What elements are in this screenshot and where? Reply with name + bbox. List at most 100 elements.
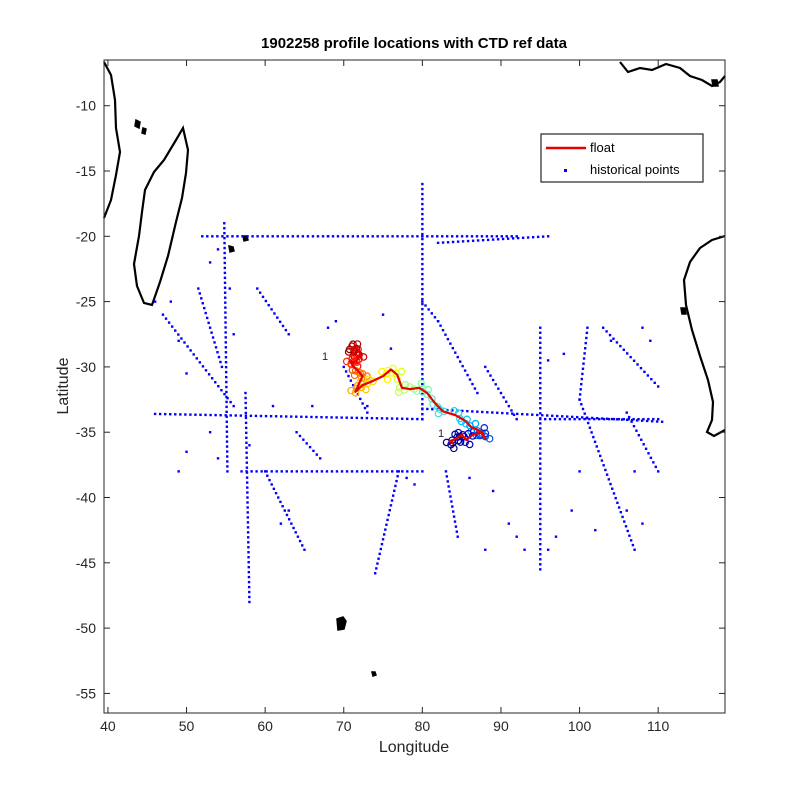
historical-point bbox=[226, 455, 229, 458]
historical-point bbox=[496, 411, 499, 414]
historical-point bbox=[224, 351, 228, 354]
historical-point bbox=[249, 414, 253, 417]
historical-point bbox=[626, 529, 629, 533]
historical-point bbox=[539, 568, 542, 571]
historical-point bbox=[433, 316, 437, 319]
x-tick-label: 90 bbox=[493, 718, 509, 734]
historical-point bbox=[635, 419, 639, 422]
asia-islet bbox=[711, 79, 719, 87]
historical-point bbox=[445, 475, 449, 478]
historical-point bbox=[471, 410, 474, 413]
historical-point bbox=[199, 413, 202, 417]
historical-point bbox=[586, 421, 590, 425]
historical-point bbox=[511, 237, 515, 240]
historical-point bbox=[201, 302, 204, 305]
historical-point bbox=[153, 412, 157, 416]
historical-point bbox=[445, 235, 449, 238]
historical-point bbox=[612, 417, 616, 421]
historical-point bbox=[539, 331, 542, 334]
legend-float-label: float bbox=[590, 140, 615, 155]
historical-point bbox=[411, 470, 414, 473]
historical-point bbox=[204, 413, 207, 417]
historical-point bbox=[295, 470, 299, 473]
historical-point bbox=[539, 492, 542, 496]
historical-point bbox=[521, 236, 525, 239]
historical-point bbox=[206, 235, 209, 238]
historical-point bbox=[416, 235, 419, 238]
historical-point bbox=[245, 476, 249, 479]
historical-point bbox=[460, 235, 464, 238]
historical-point bbox=[361, 235, 364, 238]
historical-point bbox=[615, 341, 619, 344]
historical-point bbox=[617, 417, 621, 421]
historical-point bbox=[616, 501, 619, 505]
historical-point bbox=[223, 256, 226, 260]
historical-point bbox=[203, 306, 206, 310]
historical-point bbox=[507, 404, 511, 408]
historical-point bbox=[225, 405, 228, 409]
historical-point bbox=[207, 373, 211, 376]
historical-point bbox=[270, 470, 273, 473]
historical-point bbox=[287, 509, 290, 512]
historical-point bbox=[656, 470, 660, 473]
historical-point bbox=[179, 413, 182, 416]
historical-point bbox=[386, 470, 389, 473]
historical-point bbox=[578, 393, 582, 396]
historical-point bbox=[446, 241, 450, 244]
historical-point bbox=[210, 331, 213, 334]
historical-point bbox=[320, 470, 324, 473]
historical-point bbox=[197, 287, 200, 290]
historical-point bbox=[266, 474, 269, 477]
historical-point bbox=[311, 404, 314, 408]
historical-point bbox=[153, 300, 157, 303]
historical-point bbox=[216, 248, 220, 251]
chart-title: 1902258 profile locations with CTD ref d… bbox=[261, 35, 568, 52]
historical-point bbox=[413, 483, 416, 486]
historical-point bbox=[225, 415, 228, 418]
historical-point bbox=[366, 235, 369, 238]
historical-point bbox=[406, 235, 409, 238]
historical-point bbox=[234, 414, 237, 417]
historical-point bbox=[217, 385, 220, 388]
historical-point bbox=[334, 320, 338, 323]
historical-point bbox=[308, 445, 312, 449]
historical-point bbox=[285, 470, 288, 473]
historical-point bbox=[539, 522, 542, 526]
historical-point bbox=[421, 287, 424, 291]
historical-point bbox=[607, 478, 611, 481]
historical-point bbox=[248, 590, 251, 594]
historical-point bbox=[170, 325, 174, 328]
historical-point bbox=[244, 414, 248, 417]
historical-point bbox=[588, 417, 591, 421]
historical-point bbox=[536, 235, 540, 239]
historical-point bbox=[298, 539, 302, 543]
x-axis-ticks: 40 50 60 70 80 90 100 110 bbox=[100, 60, 670, 734]
historical-point bbox=[224, 414, 227, 417]
historical-point bbox=[189, 413, 192, 416]
x-tick-label: 70 bbox=[336, 718, 352, 734]
historical-point bbox=[316, 235, 320, 238]
historical-point bbox=[245, 481, 249, 484]
historical-point bbox=[421, 347, 424, 351]
historical-point bbox=[421, 407, 424, 410]
historical-point bbox=[381, 235, 384, 238]
historical-point bbox=[371, 235, 374, 238]
historical-point bbox=[627, 415, 631, 419]
historical-point bbox=[578, 470, 581, 473]
historical-point bbox=[592, 435, 595, 439]
historical-point bbox=[279, 522, 283, 525]
historical-point bbox=[247, 556, 250, 559]
historical-point bbox=[421, 235, 424, 238]
historical-point bbox=[541, 235, 545, 238]
historical-point bbox=[390, 417, 394, 420]
historical-point bbox=[430, 312, 433, 315]
historical-point bbox=[279, 500, 282, 504]
historical-point bbox=[436, 235, 439, 238]
historical-point bbox=[225, 410, 228, 414]
historical-point bbox=[240, 470, 243, 473]
historical-point bbox=[450, 500, 453, 503]
historical-point bbox=[375, 567, 378, 570]
historical-point bbox=[225, 445, 229, 448]
historical-point bbox=[605, 417, 609, 420]
historical-point bbox=[219, 414, 222, 417]
